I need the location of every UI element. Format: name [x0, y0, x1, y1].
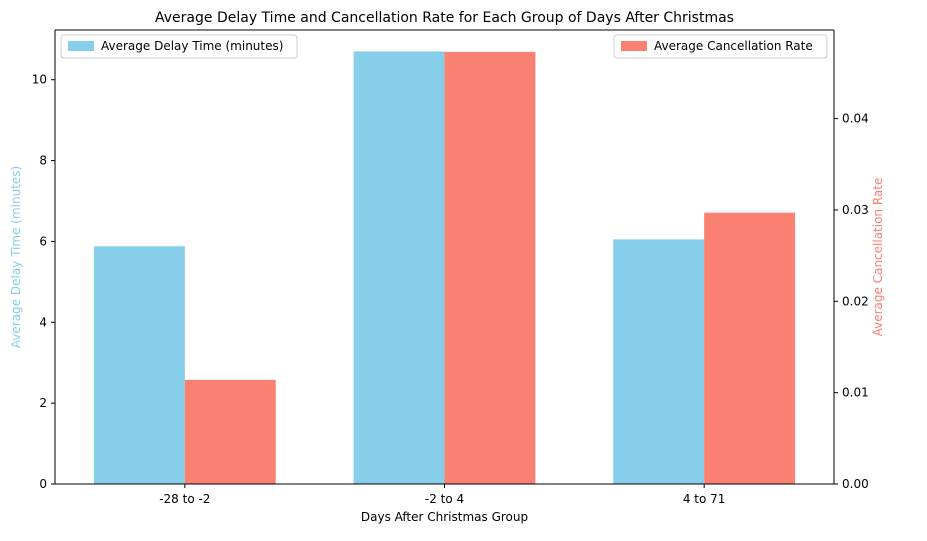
legend-left-label: Average Delay Time (minutes) — [101, 39, 283, 53]
x-tick-label-0: -28 to -2 — [159, 492, 210, 506]
bar-cancellation-0 — [184, 379, 276, 484]
bar-delay-2 — [613, 239, 705, 484]
bar-cancellation-2 — [704, 212, 796, 485]
x-axis-label: Days After Christmas Group — [361, 510, 528, 524]
x-tick-label-1: -2 to 4 — [425, 492, 464, 506]
chart-title: Average Delay Time and Cancellation Rate… — [155, 10, 734, 26]
y-right-tick-label-2: 0.02 — [842, 294, 869, 308]
x-tick-label-2: 4 to 71 — [683, 492, 726, 506]
y-right-tick-label-4: 0.04 — [842, 112, 869, 126]
y-left-tick-label-0: 0 — [39, 477, 47, 491]
y-right-tick-label-1: 0.01 — [842, 386, 869, 400]
y-right-tick-label-3: 0.03 — [842, 203, 869, 217]
legend-right-label: Average Cancellation Rate — [654, 39, 813, 53]
legend-right-swatch — [621, 41, 647, 51]
y-left-tick-label-4: 8 — [39, 154, 47, 168]
y-right-tick-label-0: 0.00 — [842, 477, 869, 491]
y-left-tick-label-1: 2 — [39, 396, 47, 410]
y-left-tick-label-2: 4 — [39, 315, 47, 329]
bar-cancellation-1 — [444, 51, 536, 484]
legend-left-swatch — [68, 41, 94, 51]
bar-delay-0 — [93, 246, 185, 484]
y-left-tick-label-5: 10 — [32, 73, 47, 87]
legend-right-box — [613, 34, 828, 59]
bar-delay-1 — [353, 51, 445, 484]
y-left-axis-label: Average Delay Time (minutes) — [9, 166, 23, 348]
y-right-axis-label: Average Cancellation Rate — [871, 178, 885, 337]
legend-left-box — [60, 34, 298, 59]
y-left-tick-label-3: 6 — [39, 234, 47, 248]
